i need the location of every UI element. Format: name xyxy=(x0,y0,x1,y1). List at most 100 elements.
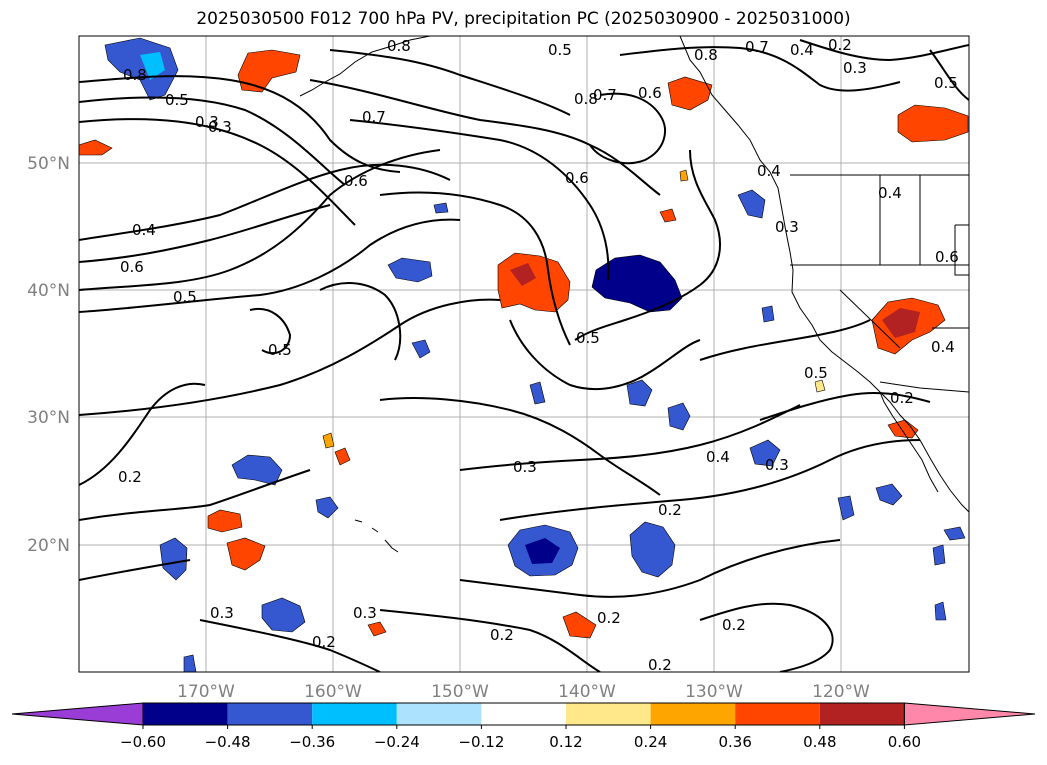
pv-contour xyxy=(249,307,292,355)
pv-contour xyxy=(499,439,921,521)
pv-contour xyxy=(379,191,571,346)
precip-neg-area xyxy=(934,601,947,621)
contour-label: 0.3 xyxy=(208,118,232,136)
pv-contour xyxy=(79,382,206,486)
contour-label: 0.6 xyxy=(935,248,959,266)
contour-label: 0.7 xyxy=(745,38,769,56)
colorbar-tick-label: 0.24 xyxy=(634,733,667,751)
precip-neg-area xyxy=(411,339,431,359)
contour-label: 0.2 xyxy=(658,501,682,519)
pv-contour xyxy=(79,75,401,173)
colorbar-frame xyxy=(142,702,905,726)
contour-label: 0.8 xyxy=(574,90,598,108)
colorbar-segment xyxy=(735,703,820,725)
lon-label-120w: 120°W xyxy=(812,682,870,702)
pv-contour xyxy=(619,46,901,92)
precip-pos-area xyxy=(334,447,351,466)
precip-neg-area xyxy=(315,496,339,519)
lat-label-40n: 40°N xyxy=(27,281,70,301)
precip-neg-area xyxy=(875,483,903,506)
precip-neg-area xyxy=(761,305,775,323)
precip-pos-area xyxy=(887,419,919,439)
precip-neg-area xyxy=(667,402,691,431)
pv-contours xyxy=(79,39,969,672)
lon-label-150w: 150°W xyxy=(431,682,489,702)
colorbar-tick-label: 0.36 xyxy=(718,733,751,751)
coastlines xyxy=(299,36,969,553)
colorbar-tick-label: 0.12 xyxy=(549,733,582,751)
contour-label: 0.6 xyxy=(120,258,144,276)
lon-label-160w: 160°W xyxy=(304,682,362,702)
pv-contour xyxy=(379,397,661,496)
lon-label-130w: 130°W xyxy=(685,682,743,702)
pv-contour xyxy=(199,619,381,672)
pv-contour xyxy=(509,319,701,391)
lon-label-170w: 170°W xyxy=(177,682,235,702)
contour-label: 0.5 xyxy=(548,41,572,59)
contour-label: 0.5 xyxy=(268,341,292,359)
contour-label: 0.4 xyxy=(706,448,730,466)
precip-neg-area xyxy=(943,526,966,541)
contour-label: 0.3 xyxy=(210,604,234,622)
colorbar-tick-label: −0.36 xyxy=(289,733,335,751)
pv-contour xyxy=(79,204,331,263)
contour-label: 0.2 xyxy=(722,616,746,634)
precip-neg-area xyxy=(231,454,283,486)
contour-label: 0.3 xyxy=(843,59,867,77)
colorbar-segment xyxy=(650,703,736,725)
precip-neg-area xyxy=(737,189,766,219)
precip-pos-area xyxy=(367,621,387,637)
lon-tick-labels: 170°W 160°W 150°W 140°W 130°W 120°W xyxy=(177,682,870,702)
contour-label: 0.3 xyxy=(513,458,537,476)
contour-label: 0.3 xyxy=(353,604,377,622)
colorbar-segment xyxy=(566,703,651,725)
precip-neg-area xyxy=(529,381,546,405)
contour-label: 0.5 xyxy=(576,329,600,347)
contour-label: 0.8 xyxy=(387,37,411,55)
contour-label: 0.2 xyxy=(890,389,914,407)
precip-pos-area xyxy=(814,379,826,393)
precip-neg-area xyxy=(387,257,433,283)
colorbar-segment xyxy=(481,703,566,725)
precip-neg-area xyxy=(261,597,306,633)
pv-contour xyxy=(309,79,661,196)
pv-contour xyxy=(759,391,931,421)
contour-label: 0.4 xyxy=(790,41,814,59)
colorbar-extend-low xyxy=(11,702,144,726)
contour-label: 0.2 xyxy=(118,468,142,486)
contour-label: 0.7 xyxy=(593,86,617,104)
contour-label: 0.2 xyxy=(597,609,621,627)
precip-pos-area xyxy=(659,208,677,223)
contour-label: 0.5 xyxy=(165,91,189,109)
contour-label: 0.8 xyxy=(694,46,718,64)
contour-label: 0.3 xyxy=(195,113,219,131)
border-us-mexico xyxy=(879,381,969,393)
precip-pos-area xyxy=(226,537,266,571)
border-state-4 xyxy=(954,224,969,276)
pv-contour xyxy=(349,119,610,281)
colorbar-tick-label: −0.48 xyxy=(205,733,251,751)
colorbar-segment xyxy=(312,703,397,725)
contour-label: 0.7 xyxy=(362,108,386,126)
precip-pos-core xyxy=(510,263,536,286)
pv-contour xyxy=(699,602,834,672)
pv-contour xyxy=(589,92,666,165)
pv-contour xyxy=(799,39,969,62)
lon-label-140w: 140°W xyxy=(558,682,616,702)
coastline-baja xyxy=(879,391,939,493)
precip-neg-area xyxy=(159,537,188,581)
contour-label: 0.5 xyxy=(804,364,828,382)
precip-pos-area xyxy=(79,139,113,156)
contour-label: 0.5 xyxy=(173,288,197,306)
colorbar-tick-label: 0.60 xyxy=(888,733,921,751)
contour-label: 0.4 xyxy=(878,184,902,202)
colorbar-segment xyxy=(396,703,482,725)
contour-label: 0.6 xyxy=(638,84,662,102)
contour-label: 0.3 xyxy=(775,218,799,236)
pv-contour xyxy=(79,149,441,291)
precip-anomaly-field xyxy=(79,37,969,672)
coastline-north-america xyxy=(679,36,969,513)
contour-label: 0.8 xyxy=(123,66,147,84)
pv-contour xyxy=(929,49,969,101)
pv-contour xyxy=(459,539,841,598)
